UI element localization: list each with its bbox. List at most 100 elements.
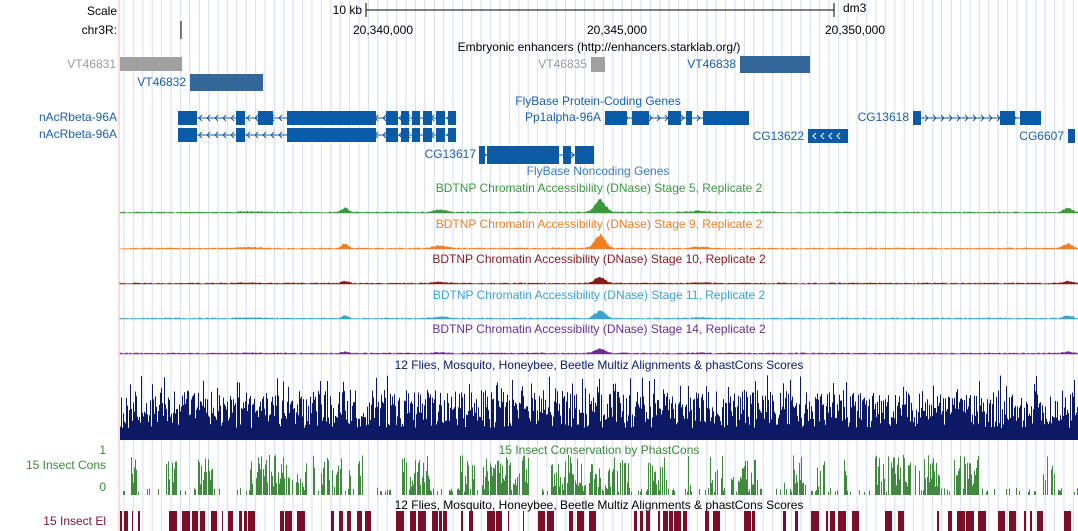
- exon: [178, 128, 197, 142]
- strand-arrow: [570, 151, 575, 159]
- element: [634, 511, 637, 531]
- exon: [423, 128, 432, 142]
- enhancer: [120, 57, 182, 71]
- exon: [808, 129, 848, 143]
- position-tick: 20,350,000: [825, 23, 885, 37]
- exon: [1020, 111, 1041, 125]
- track-title: 12 Flies, Mosquito, Honeybee, Beetle Mul…: [395, 498, 804, 512]
- position-tick: 20,340,000: [353, 23, 413, 37]
- exon: [412, 128, 420, 142]
- element: [523, 511, 524, 531]
- element: [200, 511, 205, 531]
- strand-arrow: [262, 131, 267, 139]
- strand-arrow: [222, 114, 227, 122]
- strand-arrow: [230, 114, 235, 122]
- exon: [236, 128, 245, 142]
- exon: [487, 146, 559, 164]
- strand-arrow: [278, 114, 283, 122]
- track-title: 15 Insect Conservation by PhastCons: [499, 443, 700, 457]
- enhancer-label[interactable]: VT46832: [137, 75, 186, 89]
- gene-label[interactable]: CG13618: [858, 110, 910, 124]
- element: [744, 511, 751, 531]
- assembly: dm3: [843, 1, 867, 15]
- element: [948, 511, 952, 531]
- element: [752, 511, 755, 531]
- strand-arrow: [206, 114, 211, 122]
- strand-arrow: [964, 114, 969, 122]
- element: [496, 511, 502, 531]
- exon: [668, 111, 681, 125]
- gene-label[interactable]: nAcRbeta-96A: [39, 127, 117, 141]
- element: [487, 511, 495, 531]
- exon: [605, 111, 627, 125]
- element: [244, 511, 247, 531]
- strand-arrow: [656, 114, 661, 122]
- track-title: FlyBase Protein-Coding Genes: [515, 94, 680, 108]
- position-tick: 20,345,000: [587, 23, 647, 37]
- enhancer-label[interactable]: VT46831: [67, 57, 116, 71]
- strand-arrow: [820, 132, 825, 140]
- signal: [119, 198, 1078, 214]
- gene-label[interactable]: nAcRbeta-96A: [39, 110, 117, 124]
- enhancer-label[interactable]: VT46835: [538, 57, 587, 71]
- element: [713, 511, 720, 531]
- track-label[interactable]: 15 Insect Cons: [26, 458, 106, 472]
- element: [169, 511, 177, 531]
- exon: [386, 111, 398, 125]
- element: [280, 511, 284, 531]
- exon: [236, 111, 245, 125]
- signal: [119, 233, 1078, 250]
- strand-arrow: [980, 114, 985, 122]
- track-label[interactable]: 15 Insect El: [43, 514, 106, 528]
- signal: [120, 375, 1078, 440]
- exon: [423, 111, 432, 125]
- element: [192, 511, 198, 531]
- strand-arrow: [214, 114, 219, 122]
- exon: [401, 111, 409, 125]
- element: [248, 511, 255, 531]
- enhancer: [190, 74, 263, 91]
- element: [410, 511, 416, 531]
- exon: [401, 128, 409, 142]
- strand-arrow: [214, 131, 219, 139]
- gene-label[interactable]: CG13622: [753, 129, 805, 143]
- element: [646, 511, 650, 531]
- gene-label[interactable]: CG13617: [425, 147, 477, 161]
- element: [783, 511, 786, 531]
- exon: [287, 111, 376, 125]
- exon: [575, 146, 594, 164]
- exon: [632, 111, 649, 125]
- element: [182, 511, 190, 531]
- exon: [287, 128, 376, 142]
- track-title: Embryonic enhancers (http://enhancers.st…: [458, 40, 741, 54]
- gene-label[interactable]: Pp1alpha-96A: [525, 110, 601, 124]
- strand-arrow: [382, 131, 387, 139]
- element: [795, 511, 798, 531]
- element: [347, 511, 351, 531]
- strand-arrow: [972, 114, 977, 122]
- element: [683, 511, 687, 531]
- element: [830, 511, 835, 531]
- element: [461, 511, 463, 531]
- element: [357, 511, 362, 531]
- exon: [386, 128, 398, 142]
- element: [937, 511, 939, 531]
- strand-arrow: [222, 131, 227, 139]
- axis-max: 1: [99, 443, 106, 457]
- track-title: BDTNP Chromatin Accessibility (DNase) St…: [433, 288, 766, 302]
- exon: [448, 111, 456, 125]
- scale-bar: [365, 3, 835, 17]
- gene-label[interactable]: CG6607: [1019, 129, 1064, 143]
- enhancer-label[interactable]: VT46838: [687, 57, 736, 71]
- scale-size: 10 kb: [333, 3, 363, 17]
- element: [285, 511, 292, 531]
- strand-arrow: [230, 131, 235, 139]
- element: [898, 511, 904, 531]
- strand-arrow: [270, 131, 275, 139]
- chrom-label: chr3R:: [82, 23, 117, 37]
- enhancer: [740, 56, 810, 73]
- exon: [448, 128, 456, 142]
- element: [228, 511, 233, 531]
- strand-arrow: [254, 114, 259, 122]
